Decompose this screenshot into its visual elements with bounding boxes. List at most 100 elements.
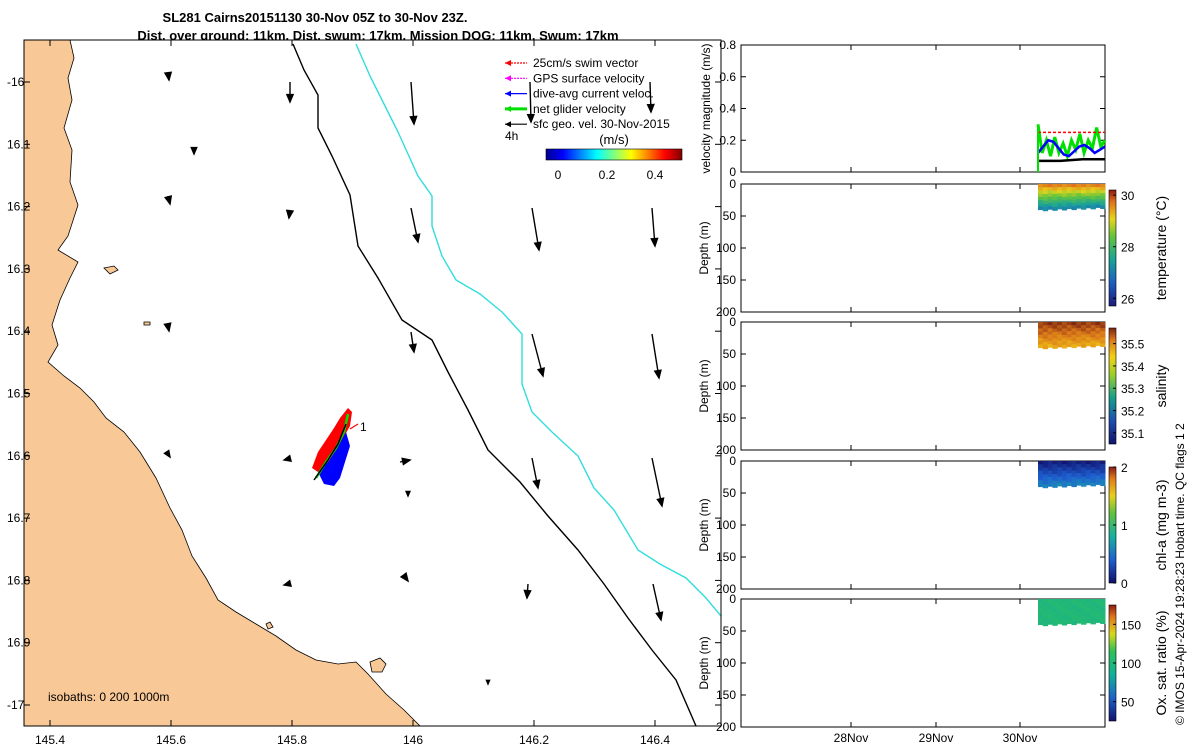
map-x-tick-5: 146.4	[640, 733, 670, 747]
panel-temperature-y-tick-1: 50	[723, 209, 737, 223]
glider-swim-track	[312, 408, 352, 472]
panel-chl-a-y-tick-4: 200	[716, 582, 736, 596]
map-x-tick-0: 145.4	[35, 733, 65, 747]
velocity-series-0	[1036, 124, 1107, 162]
panel-oxygen-colorbar-tick-1: 100	[1121, 657, 1141, 671]
panel-oxygen-y-tick-0: 0	[729, 592, 736, 606]
map-y-tick-9: 16.9	[7, 636, 31, 650]
legend-time-label: 4h	[505, 129, 518, 143]
isobaths-label: isobaths: 0 200 1000m	[48, 690, 169, 704]
map-x-tick-3: 146	[403, 733, 423, 747]
map-y-tick-0: -16	[7, 75, 25, 89]
panel-salinity-colorbar-label: salinity	[1153, 365, 1169, 408]
panel-salinity-y-tick-1: 50	[723, 347, 737, 361]
velocity-series-1	[1037, 138, 1106, 158]
panel-chl-a-colorbar-tick-1: 1	[1121, 519, 1128, 533]
panel-temperature-colorbar-tick-0: 26	[1121, 292, 1135, 306]
map-x-tick-1: 145.6	[156, 733, 186, 747]
velocity-arrow-19	[651, 457, 663, 507]
glider-sfc-track	[313, 423, 347, 481]
panel-salinity-y-tick-4: 200	[716, 443, 736, 457]
surface-velocity-arrows	[163, 71, 665, 686]
panel-temperature-y-tick-4: 200	[716, 305, 736, 319]
panel-oxygen-y-tick-4: 200	[716, 720, 736, 734]
panel-oxygen-colorbar-tick-2: 150	[1121, 618, 1141, 632]
map-y-tick-2: 16.2	[7, 200, 31, 214]
map-y-tick-5: 16.5	[7, 387, 31, 401]
map-y-tick-8: 16.8	[7, 573, 31, 587]
speed-colorbar-tick-2: 0.4	[647, 168, 664, 182]
map-y-tick-3: 16.3	[7, 262, 31, 276]
panel-salinity: 0 50 100 150 200 Depth (m) 35.1 35.2 35.3 35.4 35.…	[697, 315, 1169, 457]
panel-salinity-colorbar-tick-2: 35.3	[1121, 382, 1145, 396]
legend-label-4: sfc geo. vel. 30-Nov-2015	[533, 117, 670, 131]
title-line-1: SL281 Cairns20151130 30-Nov 05Z to 30-No…	[163, 10, 468, 25]
panel-oxygen-ylabel: Depth (m)	[697, 636, 711, 689]
speed-colorbar-tick-0: 0	[555, 168, 562, 182]
panel-temperature-colorbar-tick-2: 30	[1121, 189, 1135, 203]
map-y-tick-10: -17	[7, 698, 25, 712]
isobath-1000m	[355, 43, 721, 617]
panel-chl-a-colorbar-label: chl-a (mg m-3)	[1153, 479, 1169, 570]
panel-salinity-colorbar-tick-4: 35.5	[1121, 338, 1145, 352]
velocity-series-3	[1038, 158, 1105, 163]
panel-temperature-y-tick-3: 150	[716, 273, 736, 287]
glider-current-track	[318, 432, 350, 486]
map-x-tick-2: 145.8	[277, 733, 307, 747]
legend-label-1: GPS surface velocity	[533, 71, 644, 85]
panel-velocity-y-tick-0: 0	[729, 165, 736, 179]
map-y-tick-6: 16.6	[7, 449, 31, 463]
map-y-tick-7: 16.7	[7, 511, 31, 525]
coastline-land	[24, 40, 421, 726]
panel-temperature-colorbar-label: temperature (°C)	[1153, 196, 1169, 300]
panel-chl-a-y-tick-0: 0	[729, 454, 736, 468]
panel-salinity-ylabel: Depth (m)	[697, 359, 711, 412]
panel-temperature-y-tick-0: 0	[729, 177, 736, 191]
panel-salinity-colorbar-tick-0: 35.1	[1121, 427, 1145, 441]
panel-chl-a-y-tick-1: 50	[723, 486, 737, 500]
date-tick-0: 28Nov	[834, 731, 869, 745]
map-x-tick-4: 146.2	[519, 733, 549, 747]
panel-temperature: 0 50 100 150 200 Depth (m) 26 28 30 temperature (…	[697, 177, 1169, 319]
date-tick-2: 30Nov	[1003, 731, 1038, 745]
panel-oxygen-y-tick-3: 150	[716, 688, 736, 702]
panel-salinity-y-tick-0: 0	[729, 315, 736, 329]
speed-colorbar-tick-1: 0.2	[599, 168, 616, 182]
panel-temperature-colorbar-tick-1: 28	[1121, 241, 1135, 255]
panel-chl-a-y-tick-2: 100	[716, 518, 736, 532]
credit-text: © IMOS 15-Apr-2024 19:28:23 Hobart time.…	[1173, 423, 1187, 725]
panel-chl-a-y-tick-3: 150	[716, 550, 736, 564]
panel-oxygen-colorbar-tick-0: 50	[1121, 696, 1135, 710]
panel-oxygen: 0 50 100 150 200 Depth (m) 50 100 150 Ox. sat. ra…	[697, 592, 1169, 734]
speed-colorbar-title: (m/s)	[599, 132, 629, 147]
map-y-tick-4: 16.4	[7, 324, 31, 338]
panel-chl-a: 0 50 100 150 200 Depth (m) 0 1 2 chl-a (mg m-3)	[697, 454, 1169, 596]
panel-velocity-y-tick-3: 0.6	[719, 70, 736, 84]
panel-velocity-y-tick-2: 0.4	[719, 102, 736, 116]
panel-salinity-y-tick-2: 100	[716, 379, 736, 393]
panel-temperature-y-tick-2: 100	[716, 241, 736, 255]
panel-velocity-ylabel: velocity magnitude (m/s)	[699, 43, 713, 173]
map-y-tick-1: 16.1	[7, 137, 31, 151]
panel-chl-a-colorbar-tick-2: 2	[1121, 461, 1128, 475]
panel-chl-a-colorbar-tick-0: 0	[1121, 577, 1128, 591]
legend-label-0: 25cm/s swim vector	[533, 56, 638, 70]
panel-salinity-y-tick-3: 150	[716, 411, 736, 425]
panel-oxygen-y-tick-2: 100	[716, 656, 736, 670]
panel-temperature-colorbar	[1108, 189, 1117, 307]
panel-chl-a-ylabel: Depth (m)	[697, 498, 711, 551]
legend-label-3: net glider velocity	[533, 102, 626, 116]
title-line-2: Dist. over ground: 11km. Dist. swum: 17k…	[137, 28, 618, 43]
legend-label-2: dive-avg current veloc.	[533, 87, 654, 101]
panel-salinity-colorbar-tick-3: 35.4	[1121, 360, 1145, 374]
panel-oxygen-y-tick-1: 50	[723, 624, 737, 638]
panel-velocity-y-tick-1: 0.2	[719, 133, 736, 147]
isobath-200m	[292, 43, 697, 726]
panel-salinity-colorbar-tick-1: 35.2	[1121, 405, 1145, 419]
panel-temperature-ylabel: Depth (m)	[697, 221, 711, 274]
track-marker-label: 1	[360, 420, 367, 434]
panel-oxygen-colorbar-label: Ox. sat. ratio (%)	[1153, 610, 1169, 715]
panel-salinity-colorbar	[1108, 327, 1117, 445]
